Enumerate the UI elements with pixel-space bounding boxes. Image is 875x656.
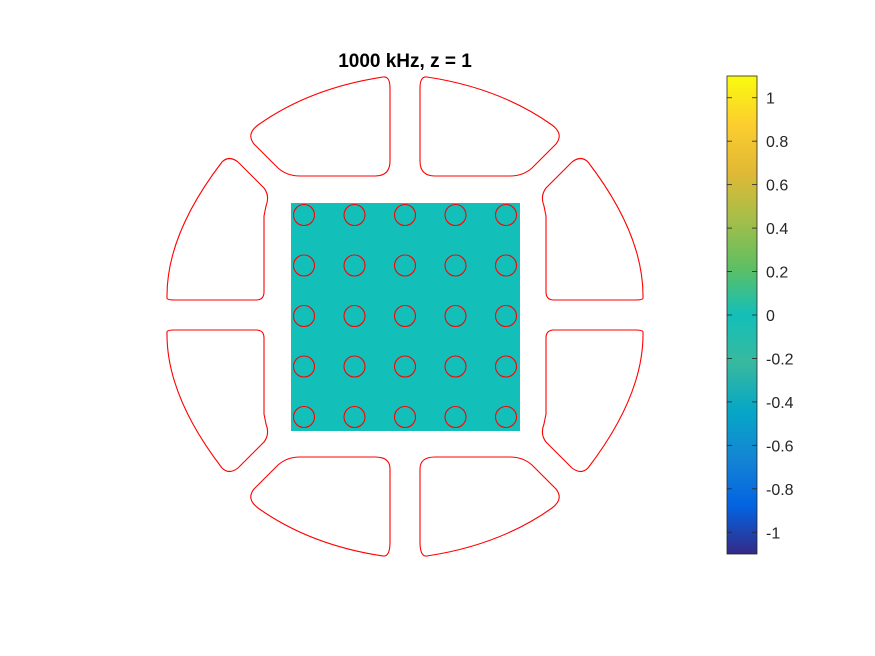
hole-3-1 [292,304,316,328]
sector-right-upper [541,157,644,301]
hole-2-5 [494,254,518,277]
sector-right-lower [541,329,644,473]
colorbar-tick-label: -0.8 [766,482,794,499]
sector-left-upper [166,157,269,301]
colorbar: 1 0.8 0.6 0.4 0.2 0 -0.2 -0.4 -0.6 -0.8 -1 [726,75,794,555]
hole-4-3 [393,355,417,378]
colorbar-tick-label: 0.4 [766,221,788,238]
sector-bottom-left [250,456,391,557]
hole-5-1 [292,405,316,429]
colorbar-tick-label: 0.8 [766,134,788,151]
sector-top-right [419,76,560,177]
hole-grid [292,203,518,429]
hole-1-2 [343,203,366,227]
hole-5-5 [494,405,518,429]
sector-outlines [166,76,644,557]
hole-4-2 [343,355,366,378]
colorbar-ticks: 1 0.8 0.6 0.4 0.2 0 -0.2 -0.4 -0.6 -0.8 -1 [727,91,794,542]
sector-top-left [250,76,391,177]
hole-2-1 [292,254,316,277]
hole-1-5 [494,203,518,227]
hole-5-4 [444,405,467,429]
hole-2-4 [444,254,467,277]
colorbar-tick-label: 0 [766,308,775,325]
hole-1-1 [292,203,316,227]
hole-1-3 [393,203,417,227]
hole-1-4 [444,203,467,227]
hole-2-2 [343,254,366,277]
hole-3-3 [393,304,417,328]
sector-left-lower [166,329,269,473]
hole-4-1 [292,355,316,378]
hole-3-2 [343,304,366,328]
hole-4-4 [444,355,467,378]
colorbar-tick-label: 0.2 [766,265,788,282]
field-square [291,203,520,431]
hole-4-5 [494,355,518,378]
colorbar-tick-label: -1 [766,525,780,542]
hole-3-4 [444,304,467,328]
sector-bottom-right [419,456,560,557]
colorbar-tick-label: -0.4 [766,395,794,412]
colorbar-tick-label: -0.6 [766,438,794,455]
colorbar-tick-label: 0.6 [766,178,788,195]
colorbar-tick-label: -0.2 [766,351,794,368]
hole-5-2 [343,405,366,429]
hole-2-3 [393,254,417,277]
colorbar-tick-label: 1 [766,91,775,108]
chart-title: 1000 kHz, z = 1 [338,51,472,72]
hole-3-5 [494,304,518,328]
hole-5-3 [393,405,417,429]
